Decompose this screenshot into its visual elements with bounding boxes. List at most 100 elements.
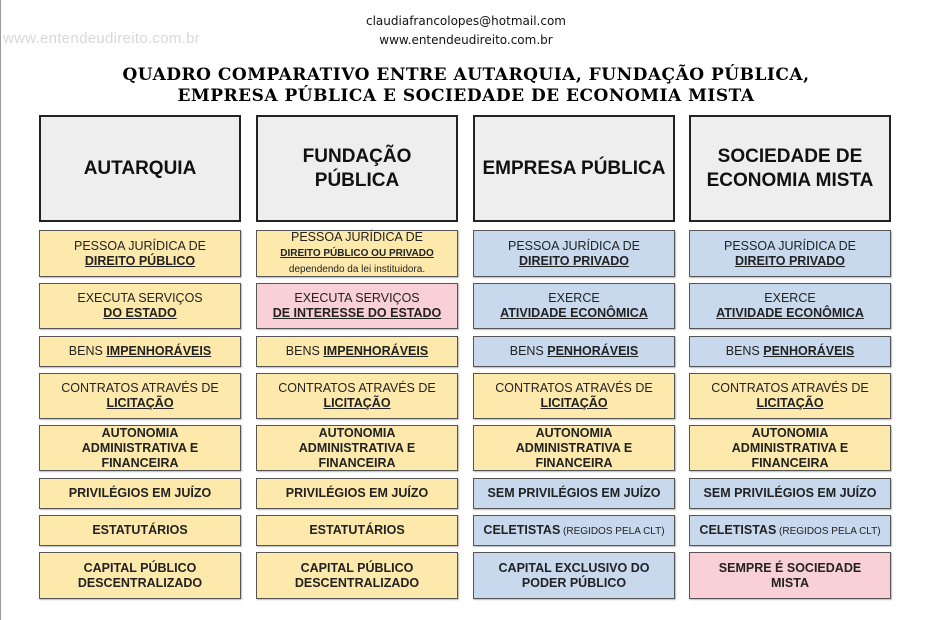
cell-line: MISTA: [771, 576, 809, 591]
table-cell: CAPITAL PÚBLICO DESCENTRALIZADO: [39, 552, 241, 599]
cell-line: EXECUTA SERVIÇOS: [77, 291, 202, 306]
cell-line: PODER PÚBLICO: [522, 576, 626, 591]
cell-text: AUTONOMIA: [318, 425, 396, 440]
cell-line: CELETISTAS (REGIDOS PELA CLT): [699, 523, 880, 539]
table-cell: PESSOA JURÍDICA DE DIREITO PRIVADO: [689, 230, 891, 277]
cell-line: FINANCEIRA: [318, 456, 395, 471]
header-line: ECONOMIA MISTA: [706, 169, 874, 191]
table-cell: BENS IMPENHORÁVEIS: [39, 336, 241, 367]
cell-text: ADMINISTRATIVA E: [515, 440, 633, 455]
cell-line: SEM PRIVILÉGIOS EM JUÍZO: [488, 486, 661, 501]
table-cell: CAPITAL PÚBLICO DESCENTRALIZADO: [256, 552, 458, 599]
cell-text: PESSOA JURÍDICA DE: [508, 238, 640, 253]
title-line-1: QUADRO COMPARATIVO ENTRE AUTARQUIA, FUND…: [122, 65, 810, 85]
cell-text: AUTONOMIA: [751, 425, 829, 440]
cell-text: ADMINISTRATIVA E: [298, 440, 416, 455]
table-cell: PRIVILÉGIOS EM JUÍZO: [39, 478, 241, 509]
cell-text: PODER PÚBLICO: [521, 575, 627, 590]
cell-text: PESSOA JURÍDICA DE: [291, 230, 423, 244]
cell-text: SEM PRIVILÉGIOS EM JUÍZO: [703, 486, 877, 500]
cell-text: CONTRATOS ATRAVÉS DE: [61, 381, 219, 395]
cell-text: CONTRATOS ATRAVÉS DE: [278, 381, 436, 395]
table-cell: AUTONOMIA ADMINISTRATIVA E FINANCEIRA: [473, 425, 675, 471]
table-cell: PRIVILÉGIOS EM JUÍZO: [256, 478, 458, 509]
cell-text: ATIVIDADE ECONÔMICA: [500, 306, 648, 320]
table-cell: CONTRATOS ATRAVÉS DE LICITAÇÃO: [473, 373, 675, 419]
table-cell: AUTONOMIA ADMINISTRATIVA E FINANCEIRA: [689, 425, 891, 471]
cell-line: FINANCEIRA: [751, 456, 828, 471]
table-cell: EXERCE ATIVIDADE ECONÔMICA: [689, 283, 891, 329]
cell-line: ATIVIDADE ECONÔMICA: [716, 306, 864, 321]
cell-line: PRIVILÉGIOS EM JUÍZO: [69, 486, 211, 501]
cell-text: ADMINISTRATIVA E: [731, 440, 849, 455]
cell-line: ADMINISTRATIVA E: [516, 441, 632, 456]
cell-text: LICITAÇÃO: [756, 396, 824, 410]
cell-text: MISTA: [771, 575, 809, 590]
cell-text: ESTATUTÁRIOS: [309, 523, 405, 537]
cell-line: CAPITAL EXCLUSIVO DO: [499, 561, 650, 576]
cell-text: LICITAÇÃO: [106, 396, 174, 410]
cell-text: EXECUTA SERVIÇOS: [294, 291, 420, 305]
cell-line: SEMPRE É SOCIEDADE: [719, 561, 861, 576]
cell-line: ESTATUTÁRIOS: [92, 523, 187, 538]
cell-line: EXECUTA SERVIÇOS: [294, 291, 419, 306]
cell-text: DO ESTADO: [103, 306, 177, 320]
cell-line: AUTONOMIA: [536, 426, 613, 441]
contact-email: claudiafrancolopes@hotmail.com: [366, 14, 566, 28]
table-cell: CELETISTAS (REGIDOS PELA CLT): [473, 515, 675, 546]
cell-line: DESCENTRALIZADO: [78, 576, 202, 591]
table-cell: CONTRATOS ATRAVÉS DE LICITAÇÃO: [689, 373, 891, 419]
cell-text: (REGIDOS PELA CLT): [560, 525, 665, 537]
table-cell: SEM PRIVILÉGIOS EM JUÍZO: [473, 478, 675, 509]
cell-line: AUTONOMIA: [319, 426, 396, 441]
cell-text: FINANCEIRA: [535, 455, 613, 470]
cell-line: CAPITAL PÚBLICO: [301, 561, 414, 576]
column-header: EMPRESA PÚBLICA: [473, 115, 675, 222]
cell-line: DO ESTADO: [103, 306, 176, 321]
cell-line: DIREITO PRIVADO: [519, 254, 629, 269]
table-cell: CONTRATOS ATRAVÉS DE LICITAÇÃO: [39, 373, 241, 419]
cell-line: DIREITO PRIVADO: [735, 254, 845, 269]
cell-text: DIREITO PRIVADO: [735, 253, 845, 268]
table-cell: CONTRATOS ATRAVÉS DE LICITAÇÃO: [256, 373, 458, 419]
cell-line: EXERCE: [764, 291, 815, 306]
cell-line: LICITAÇÃO: [323, 396, 390, 411]
cell-text: FINANCEIRA: [318, 455, 396, 470]
cell-text: CAPITAL PÚBLICO: [300, 560, 414, 575]
table-cell: EXERCE ATIVIDADE ECONÔMICA: [473, 283, 675, 329]
cell-text: DIREITO PÚBLICO: [84, 253, 196, 268]
cell-text: PENHORÁVEIS: [763, 344, 855, 358]
cell-text: BENS: [725, 344, 764, 358]
cell-text: DESCENTRALIZADO: [77, 575, 203, 590]
table-cell: PESSOA JURÍDICA DE DIREITO PRIVADO: [473, 230, 675, 277]
cell-line: LICITAÇÃO: [106, 396, 173, 411]
cell-line: ATIVIDADE ECONÔMICA: [500, 306, 648, 321]
cell-line: AUTONOMIA: [102, 426, 179, 441]
cell-line: PRIVILÉGIOS EM JUÍZO: [286, 486, 428, 501]
table-cell: SEMPRE É SOCIEDADE MISTA: [689, 552, 891, 599]
header-line: SOCIEDADE DE: [717, 145, 863, 167]
cell-text: AUTONOMIA: [101, 425, 179, 440]
cell-text: CELETISTAS: [699, 522, 777, 537]
header-line: EMPRESA PÚBLICA: [482, 157, 666, 179]
table-cell: BENS PENHORÁVEIS: [473, 336, 675, 367]
table-cell: AUTONOMIA ADMINISTRATIVA E FINANCEIRA: [256, 425, 458, 471]
cell-line: CONTRATOS ATRAVÉS DE: [711, 381, 868, 396]
header-line: AUTARQUIA: [83, 157, 197, 179]
contact-site: www.entendeudireito.com.br: [379, 33, 553, 47]
cell-line: EXERCE: [548, 291, 599, 306]
table-cell: EXECUTA SERVIÇOS DE INTERESSE DO ESTADO: [256, 283, 458, 329]
cell-line: SEM PRIVILÉGIOS EM JUÍZO: [704, 486, 877, 501]
table-cell: ESTATUTÁRIOS: [256, 515, 458, 546]
cell-text: ESTATUTÁRIOS: [92, 523, 188, 537]
cell-text: PRIVILÉGIOS EM JUÍZO: [68, 486, 212, 500]
table-cell: BENS PENHORÁVEIS: [689, 336, 891, 367]
cell-text: BENS: [509, 344, 548, 358]
cell-text: DE INTERESSE DO ESTADO: [272, 306, 442, 320]
table-cell: ESTATUTÁRIOS: [39, 515, 241, 546]
cell-text: dependendo da lei instituidora.: [288, 264, 426, 275]
cell-text: (REGIDOS PELA CLT): [776, 525, 881, 537]
title-line-2: EMPRESA PÚBLICA E SOCIEDADE DE ECONOMIA …: [177, 86, 755, 106]
cell-text: CONTRATOS ATRAVÉS DE: [711, 381, 869, 395]
cell-text: PRIVILÉGIOS EM JUÍZO: [285, 486, 429, 500]
